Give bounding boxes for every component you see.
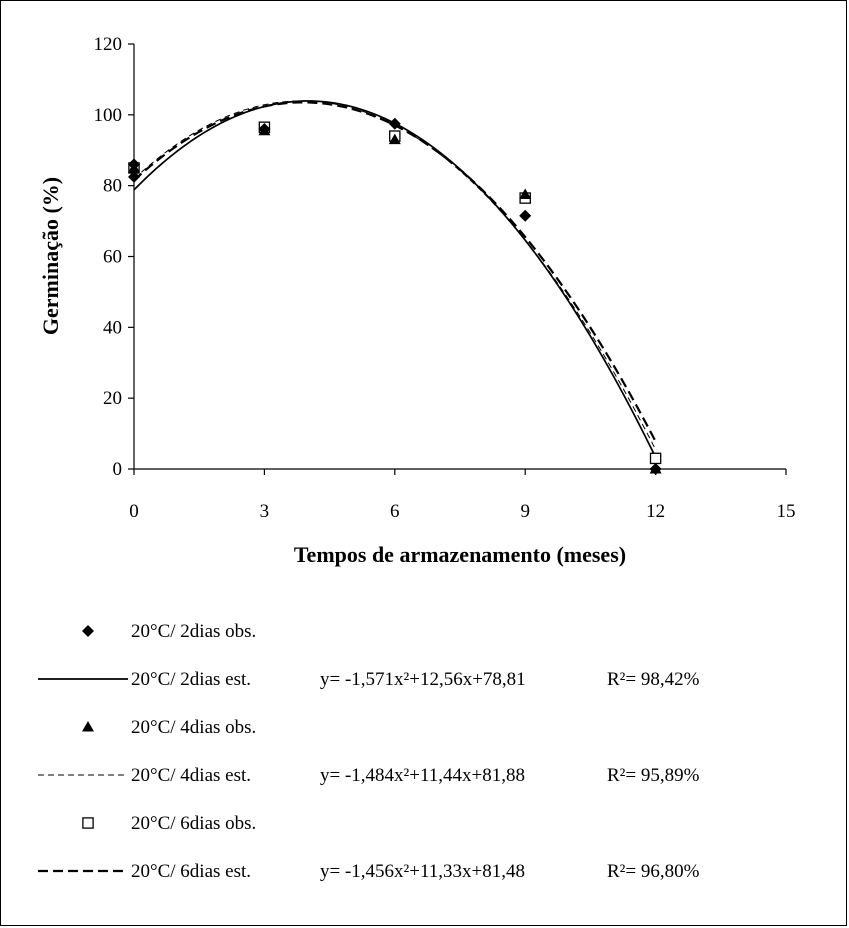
legend-label-d4-est: 20°C/ 4dias est. bbox=[131, 765, 251, 786]
curve-d4 bbox=[133, 100, 657, 450]
x-tick-label: 6 bbox=[390, 501, 400, 522]
y-tick-label: 20 bbox=[103, 388, 122, 409]
legend-label-d6-obs: 20°C/ 6dias obs. bbox=[131, 813, 256, 834]
x-tick-label: 9 bbox=[520, 501, 530, 522]
x-tick-label: 12 bbox=[646, 501, 665, 522]
y-tick-label: 60 bbox=[103, 247, 122, 268]
fitted-curves bbox=[133, 100, 657, 458]
x-axis-title: Tempos de armazenamento (meses) bbox=[294, 542, 626, 567]
y-ticks: 0 20 40 60 80 100 120 bbox=[94, 34, 134, 480]
legend-equation-d2: y= -1,571x²+12,56x+78,81 bbox=[320, 669, 526, 690]
legend-r2-d4: R²= 95,89% bbox=[607, 765, 700, 786]
x-tick-label: 15 bbox=[777, 501, 796, 522]
point-d2 bbox=[649, 463, 662, 475]
legend-label-d2-est: 20°C/ 2dias est. bbox=[131, 669, 251, 690]
legend-marker-d6 bbox=[82, 817, 94, 829]
legend-r2-d2: R²= 98,42% bbox=[607, 669, 700, 690]
curve-d2 bbox=[133, 100, 657, 458]
y-tick-label: 100 bbox=[94, 105, 123, 126]
legend-equation-d6: y= -1,456x²+11,33x+81,48 bbox=[320, 861, 525, 882]
y-axis-title: Germinação (%) bbox=[38, 177, 63, 335]
point-d2 bbox=[128, 170, 140, 183]
legend-marker-d2 bbox=[82, 625, 94, 637]
legend-marker-d4 bbox=[82, 721, 94, 732]
legend-label-d6-est: 20°C/ 6dias est. bbox=[131, 861, 251, 882]
legend-r2-d6: R²= 96,80% bbox=[607, 861, 700, 882]
axes: 0 20 40 60 80 100 120 0 3 6 9 12 15 bbox=[94, 34, 796, 522]
x-tick-label: 0 bbox=[129, 501, 139, 522]
point-d6 bbox=[649, 452, 662, 465]
y-tick-label: 0 bbox=[113, 459, 123, 480]
legend-label-d4-obs: 20°C/ 4dias obs. bbox=[131, 717, 256, 738]
point-d2 bbox=[258, 123, 271, 135]
point-d2 bbox=[519, 209, 532, 222]
x-ticks: 0 3 6 9 12 15 bbox=[129, 469, 796, 522]
x-tick-label: 3 bbox=[260, 501, 270, 522]
y-tick-label: 40 bbox=[103, 317, 122, 338]
point-d2 bbox=[128, 158, 140, 171]
observed-markers bbox=[128, 117, 662, 475]
curve-d6 bbox=[133, 101, 657, 442]
point-d4 bbox=[388, 133, 401, 145]
legend-label-d2-obs: 20°C/ 2dias obs. bbox=[131, 621, 256, 642]
legend: 20°C/ 2dias obs. 20°C/ 2dias est. y= -1,57… bbox=[38, 621, 700, 882]
point-d2 bbox=[388, 117, 401, 130]
legend-equation-d4: y= -1,484x²+11,44x+81,88 bbox=[320, 765, 525, 786]
y-tick-label: 120 bbox=[94, 34, 123, 55]
point-d4 bbox=[519, 188, 532, 200]
y-tick-label: 80 bbox=[103, 176, 122, 197]
